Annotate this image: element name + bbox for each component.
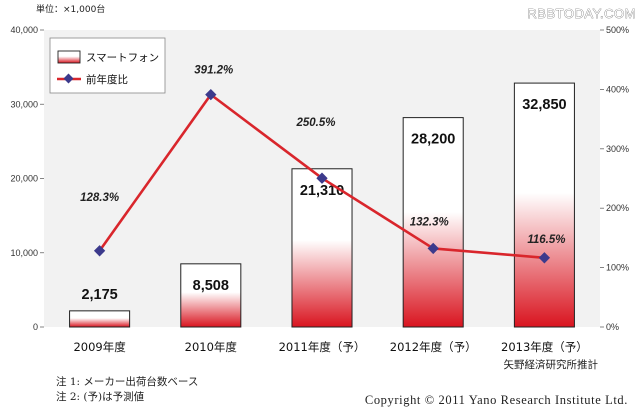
bar-value-label: 2,175 bbox=[81, 287, 117, 303]
source-label: 矢野経済研究所推計 bbox=[504, 358, 599, 371]
line-series: 128.3% 391.2% 250.5% 132.3% 116.5% bbox=[80, 65, 565, 264]
category-label: 2012年度（予） bbox=[390, 340, 477, 354]
right-axis-tick-label: 100% bbox=[606, 263, 629, 273]
yoy-marker bbox=[538, 252, 551, 264]
left-axis-tick-label: 0 bbox=[33, 322, 38, 332]
note-2: 注 2: (予)は予測値 bbox=[56, 390, 145, 403]
right-axis-tick-label: 0% bbox=[606, 322, 619, 332]
yoy-value-label: 132.3% bbox=[410, 216, 449, 228]
right-axis-tick-label: 300% bbox=[606, 144, 629, 154]
left-axis-tick-label: 10,000 bbox=[10, 248, 38, 258]
yoy-value-label: 250.5% bbox=[295, 117, 335, 129]
left-axis-tick-label: 40,000 bbox=[10, 25, 38, 35]
left-axis-tick-label: 30,000 bbox=[10, 99, 38, 109]
right-axis-tick-label: 200% bbox=[606, 203, 629, 213]
legend-label-yoy: 前年度比 bbox=[86, 73, 128, 86]
yoy-value-label: 128.3% bbox=[80, 192, 119, 204]
legend-bar-swatch bbox=[57, 50, 81, 64]
bar bbox=[402, 117, 464, 328]
watermark: RBBTODAY.COM bbox=[527, 6, 636, 21]
bar-series: 2,175 8,508 21,310 28,200 32,850 bbox=[69, 82, 575, 328]
note-1: 注 1: メーカー出荷台数ベース bbox=[56, 375, 198, 388]
yoy-marker bbox=[427, 242, 439, 255]
right-axis-tick-label: 400% bbox=[606, 84, 629, 94]
category-label: 2011年度（予） bbox=[279, 340, 366, 354]
bar-value-label: 32,850 bbox=[522, 97, 566, 113]
right-axis-tick-label: 500% bbox=[606, 25, 629, 35]
legend-marker bbox=[63, 73, 74, 84]
right-axis: 0% 100% 200% 300% 400% 500% bbox=[600, 25, 629, 332]
bar bbox=[291, 168, 353, 328]
left-axis-tick-label: 20,000 bbox=[10, 174, 38, 184]
yoy-value-label: 116.5% bbox=[527, 234, 565, 246]
category-axis: 2009年度 2010年度 2011年度（予） 2012年度（予） 2013年度（予） bbox=[73, 340, 587, 354]
bar bbox=[180, 263, 242, 328]
category-label: 2010年度 bbox=[185, 340, 238, 354]
left-axis: 0 10,000 20,000 30,000 40,000 bbox=[10, 25, 44, 332]
copyright: Copyright © 2011 Yano Research Institute… bbox=[365, 393, 628, 407]
bar bbox=[513, 82, 575, 328]
bar bbox=[69, 310, 131, 328]
bar-value-label: 8,508 bbox=[193, 278, 229, 294]
bar-value-label: 21,310 bbox=[300, 183, 344, 199]
legend: スマートフォン 前年度比 bbox=[49, 37, 166, 94]
category-label: 2013年度（予） bbox=[501, 340, 588, 354]
yoy-value-label: 391.2% bbox=[194, 65, 233, 77]
category-label: 2009年度 bbox=[73, 340, 126, 354]
legend-label-smartphone: スマートフォン bbox=[86, 52, 159, 64]
unit-label: 単位：×1,000台 bbox=[36, 3, 105, 15]
yoy-marker bbox=[316, 172, 328, 184]
bar-value-label: 28,200 bbox=[411, 132, 455, 148]
